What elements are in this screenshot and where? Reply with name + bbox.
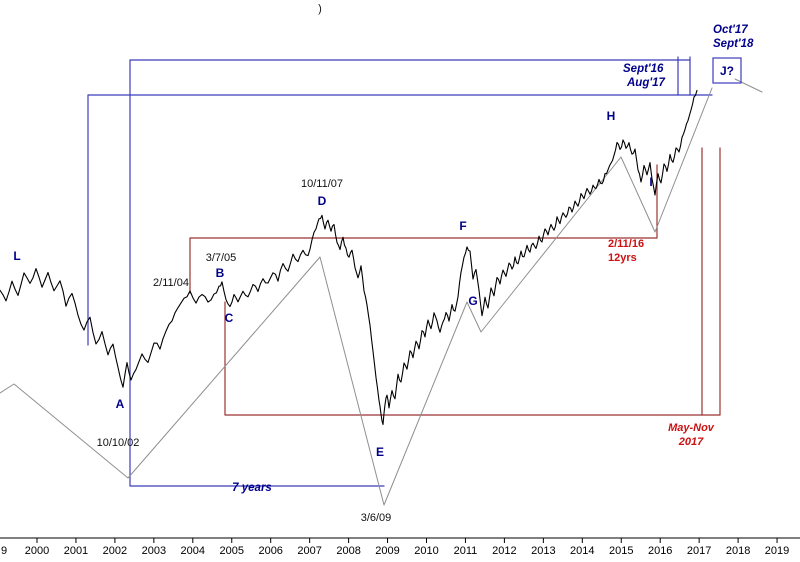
label-2017: 2017 xyxy=(678,436,704,448)
x-axis-label-partial: 9 xyxy=(1,545,7,557)
red-12yrs-bracket xyxy=(189,164,658,294)
label-may-nov: May-Nov xyxy=(668,422,715,434)
x-axis-label: 2008 xyxy=(336,545,360,557)
label-i: I xyxy=(649,175,652,189)
x-axis-label: 2011 xyxy=(454,545,478,557)
label-f: F xyxy=(459,219,466,233)
x-axis-label: 2004 xyxy=(181,545,205,557)
x-axis-label: 2012 xyxy=(492,545,516,557)
x-axis-label: 2000 xyxy=(25,545,49,557)
label-c: C xyxy=(225,311,234,325)
label-2-11-04: 2/11/04 xyxy=(153,277,189,289)
j-wave-box xyxy=(712,57,742,84)
trend-projection-line xyxy=(734,78,763,93)
trend-zigzag-line xyxy=(0,87,713,506)
x-axis-label: 2013 xyxy=(531,545,555,557)
x-axis-label: 2006 xyxy=(258,545,282,557)
x-axis-label: 2003 xyxy=(142,545,166,557)
x-axis-label: 2014 xyxy=(570,545,594,557)
label-3-7-05: 3/7/05 xyxy=(206,252,237,264)
label-g: G xyxy=(468,294,477,308)
label-10-11-07: 10/11/07 xyxy=(301,178,343,190)
label-l: L xyxy=(13,249,20,263)
red-lower-bracket xyxy=(224,147,721,416)
x-axis-label: 2010 xyxy=(414,545,438,557)
x-axis-label: 2017 xyxy=(687,545,711,557)
label-d: D xyxy=(318,194,327,208)
label-b: B xyxy=(216,266,225,280)
label-12yrs: 12yrs xyxy=(608,252,637,264)
label-a: A xyxy=(116,397,125,411)
label-3-6-09: 3/6/09 xyxy=(361,512,392,524)
x-axis-label: 2016 xyxy=(648,545,672,557)
x-axis-label: 2001 xyxy=(64,545,88,557)
cycle-line-upper xyxy=(87,94,713,346)
label--: ) xyxy=(318,3,322,15)
label-h: H xyxy=(607,109,616,123)
label-sept-16: Sept'16 xyxy=(623,63,664,75)
label-sept-18: Sept'18 xyxy=(713,38,754,50)
x-axis-label: 2019 xyxy=(765,545,789,557)
label-j: J? xyxy=(720,64,734,78)
label-e: E xyxy=(376,445,384,459)
label-aug-17: Aug'17 xyxy=(626,77,665,89)
x-axis-label: 2007 xyxy=(297,545,321,557)
x-axis-label: 2005 xyxy=(220,545,244,557)
label-2-11-16: 2/11/16 xyxy=(608,238,644,250)
label-7-years: 7 years xyxy=(232,482,272,494)
cycle-bracket-7years xyxy=(129,59,691,487)
x-axis-label: 2009 xyxy=(375,545,399,557)
price-line xyxy=(0,89,698,426)
x-axis-label: 2018 xyxy=(726,545,750,557)
x-axis-label: 2015 xyxy=(609,545,633,557)
label-10-10-02: 10/10/02 xyxy=(97,437,140,449)
x-axis-label: 2002 xyxy=(103,545,127,557)
label-oct-17: Oct'17 xyxy=(713,24,748,36)
